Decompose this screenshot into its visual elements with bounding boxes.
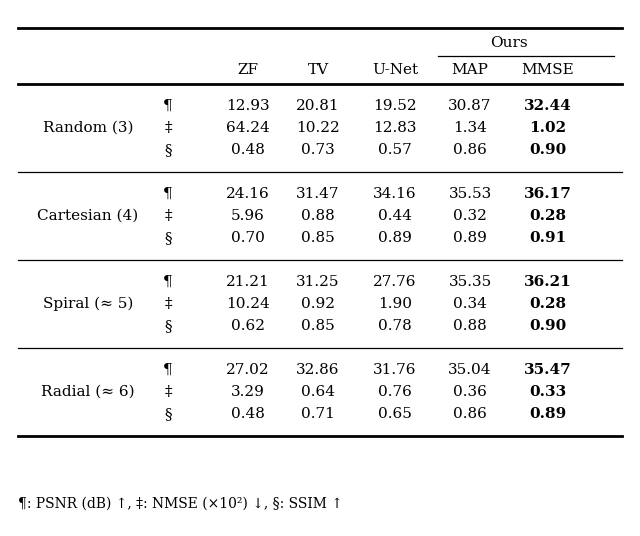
Text: 10.22: 10.22	[296, 121, 340, 135]
Text: ‡: ‡	[164, 209, 172, 223]
Text: 64.24: 64.24	[226, 121, 270, 135]
Text: 0.65: 0.65	[378, 407, 412, 421]
Text: 31.25: 31.25	[296, 275, 340, 289]
Text: 0.71: 0.71	[301, 407, 335, 421]
Text: 36.21: 36.21	[524, 275, 572, 289]
Text: 0.33: 0.33	[529, 385, 566, 399]
Text: 31.76: 31.76	[373, 363, 417, 377]
Text: 0.48: 0.48	[231, 143, 265, 157]
Text: 27.76: 27.76	[373, 275, 417, 289]
Text: 27.02: 27.02	[226, 363, 270, 377]
Text: MMSE: MMSE	[522, 63, 574, 77]
Text: Ours: Ours	[490, 36, 528, 50]
Text: 0.64: 0.64	[301, 385, 335, 399]
Text: ¶: PSNR (dB) ↑, ‡: NMSE (×10²) ↓, §: SSIM ↑: ¶: PSNR (dB) ↑, ‡: NMSE (×10²) ↓, §: SSI…	[18, 497, 343, 511]
Text: 34.16: 34.16	[373, 187, 417, 201]
Text: §: §	[164, 407, 172, 421]
Text: 0.90: 0.90	[529, 143, 566, 157]
Text: ‡: ‡	[164, 121, 172, 135]
Text: Random (3): Random (3)	[43, 121, 133, 135]
Text: 35.53: 35.53	[449, 187, 492, 201]
Text: Spiral (≈ 5): Spiral (≈ 5)	[43, 297, 133, 311]
Text: 0.85: 0.85	[301, 231, 335, 245]
Text: 0.76: 0.76	[378, 385, 412, 399]
Text: 1.34: 1.34	[453, 121, 487, 135]
Text: 0.86: 0.86	[453, 407, 487, 421]
Text: 3.29: 3.29	[231, 385, 265, 399]
Text: ¶: ¶	[163, 187, 173, 201]
Text: 12.93: 12.93	[226, 99, 270, 113]
Text: 1.02: 1.02	[529, 121, 566, 135]
Text: U-Net: U-Net	[372, 63, 418, 77]
Text: 0.89: 0.89	[529, 407, 566, 421]
Text: 0.73: 0.73	[301, 143, 335, 157]
Text: ¶: ¶	[163, 275, 173, 289]
Text: TV: TV	[307, 63, 328, 77]
Text: 0.85: 0.85	[301, 319, 335, 333]
Text: 21.21: 21.21	[226, 275, 270, 289]
Text: 0.44: 0.44	[378, 209, 412, 223]
Text: 0.48: 0.48	[231, 407, 265, 421]
Text: 0.88: 0.88	[453, 319, 487, 333]
Text: 0.28: 0.28	[529, 209, 566, 223]
Text: 0.28: 0.28	[529, 297, 566, 311]
Text: 0.90: 0.90	[529, 319, 566, 333]
Text: ¶: ¶	[163, 363, 173, 377]
Text: 10.24: 10.24	[226, 297, 270, 311]
Text: 35.35: 35.35	[449, 275, 492, 289]
Text: ¶: ¶	[163, 99, 173, 113]
Text: 35.04: 35.04	[448, 363, 492, 377]
Text: 0.32: 0.32	[453, 209, 487, 223]
Text: 0.88: 0.88	[301, 209, 335, 223]
Text: 0.62: 0.62	[231, 319, 265, 333]
Text: 32.86: 32.86	[296, 363, 340, 377]
Text: Radial (≈ 6): Radial (≈ 6)	[41, 385, 135, 399]
Text: 30.87: 30.87	[448, 99, 492, 113]
Text: 1.90: 1.90	[378, 297, 412, 311]
Text: 12.83: 12.83	[373, 121, 417, 135]
Text: 31.47: 31.47	[296, 187, 340, 201]
Text: ZF: ZF	[237, 63, 259, 77]
Text: Cartesian (4): Cartesian (4)	[37, 209, 139, 223]
Text: §: §	[164, 319, 172, 333]
Text: 0.57: 0.57	[378, 143, 412, 157]
Text: 0.34: 0.34	[453, 297, 487, 311]
Text: §: §	[164, 231, 172, 245]
Text: 19.52: 19.52	[373, 99, 417, 113]
Text: §: §	[164, 143, 172, 157]
Text: ‡: ‡	[164, 297, 172, 311]
Text: 24.16: 24.16	[226, 187, 270, 201]
Text: 0.91: 0.91	[529, 231, 566, 245]
Text: 5.96: 5.96	[231, 209, 265, 223]
Text: 20.81: 20.81	[296, 99, 340, 113]
Text: 0.89: 0.89	[453, 231, 487, 245]
Text: 0.86: 0.86	[453, 143, 487, 157]
Text: 35.47: 35.47	[524, 363, 572, 377]
Text: 0.78: 0.78	[378, 319, 412, 333]
Text: 0.89: 0.89	[378, 231, 412, 245]
Text: MAP: MAP	[452, 63, 488, 77]
Text: 0.70: 0.70	[231, 231, 265, 245]
Text: 32.44: 32.44	[524, 99, 572, 113]
Text: 0.92: 0.92	[301, 297, 335, 311]
Text: ‡: ‡	[164, 385, 172, 399]
Text: 0.36: 0.36	[453, 385, 487, 399]
Text: 36.17: 36.17	[524, 187, 572, 201]
